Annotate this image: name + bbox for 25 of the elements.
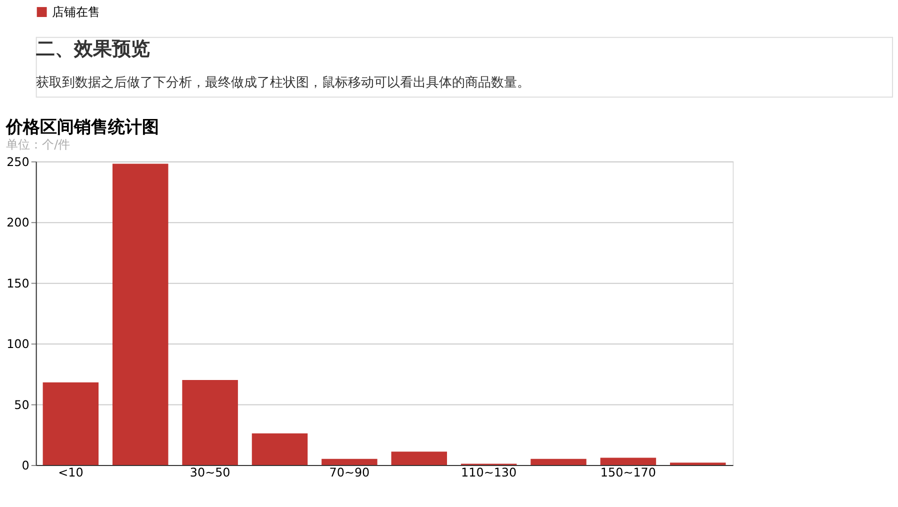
bar bbox=[322, 458, 378, 466]
bar bbox=[182, 380, 238, 466]
y-tick-label: 50 bbox=[14, 398, 30, 412]
bar bbox=[112, 164, 168, 466]
text: 二、效果预览 bbox=[36, 38, 150, 60]
y-tick-label: 100 bbox=[6, 337, 30, 352]
x-tick-label: <10 bbox=[58, 465, 84, 480]
bar bbox=[670, 462, 726, 466]
legend-label: 店铺在售 bbox=[52, 5, 100, 20]
x-tick-label: 30~50 bbox=[190, 465, 230, 480]
text: 获取到数据之后做了下分析，最终做成了柱状图，鼠标移动可以看出具体的商品数量。 bbox=[36, 76, 530, 91]
y-tick-label: 150 bbox=[6, 276, 30, 290]
chart-title: 价格区间销售统计图 bbox=[5, 116, 160, 136]
bar bbox=[252, 433, 308, 466]
y-tick-label: 250 bbox=[6, 154, 30, 169]
x-tick-label: 150~170 bbox=[600, 465, 656, 480]
x-tick-label: 70~90 bbox=[329, 465, 370, 480]
bar bbox=[42, 382, 99, 466]
bar bbox=[530, 458, 586, 466]
chart-subtitle: 单位：个/件 bbox=[6, 137, 70, 152]
bar bbox=[600, 458, 656, 466]
y-tick-label: 0 bbox=[22, 458, 30, 472]
x-tick-label: 110~130 bbox=[461, 465, 517, 480]
y-tick-label: 200 bbox=[6, 216, 30, 230]
bar bbox=[391, 452, 448, 466]
